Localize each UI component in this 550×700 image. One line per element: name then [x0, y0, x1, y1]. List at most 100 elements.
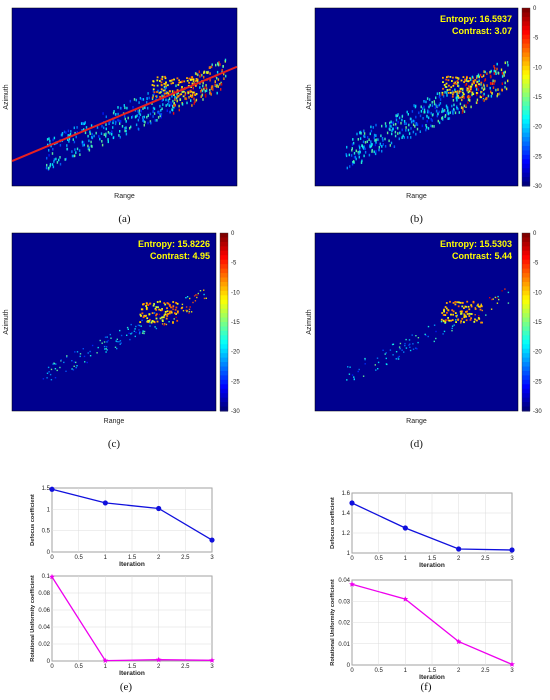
speckle-point [496, 67, 498, 71]
cluster-point [451, 95, 454, 98]
speckle-point [353, 161, 355, 164]
speckle-point [352, 141, 355, 145]
speckle-point [385, 352, 387, 354]
speckle-point [489, 70, 491, 74]
speckle-point [370, 125, 372, 129]
colorbar-step [522, 353, 530, 359]
y-tick-label: 1.2 [342, 531, 351, 537]
speckle-point [134, 115, 137, 119]
speckle-point [153, 107, 156, 111]
colorbar-step [522, 299, 530, 305]
data-point [456, 546, 462, 552]
data-point [349, 581, 355, 587]
speckle-point [168, 100, 170, 104]
colorbar-step [522, 286, 530, 292]
speckle-point [192, 301, 194, 304]
colorbar-step [522, 97, 530, 102]
speckle-point [375, 138, 377, 142]
speckle-point [64, 158, 66, 161]
speckle-point [142, 119, 144, 122]
speckle-point [444, 115, 446, 118]
colorbar-step [522, 168, 530, 174]
cluster-point [163, 89, 166, 92]
speckle-point [369, 132, 371, 136]
speckle-point [363, 132, 366, 135]
speckle-point [441, 110, 443, 114]
speckle-point [437, 119, 439, 123]
x-tick-label: 3 [210, 555, 214, 561]
x-tick-label: 0.5 [374, 556, 383, 562]
cluster-point [457, 81, 459, 84]
speckle-point [353, 376, 355, 378]
cluster-point [445, 82, 448, 85]
cluster-point [165, 85, 167, 87]
speckle-point [493, 72, 495, 75]
speckle-point [73, 361, 75, 363]
cluster-point [155, 306, 158, 308]
speckle-point [59, 144, 62, 147]
cluster-point [165, 317, 168, 320]
speckle-point [168, 104, 171, 107]
x-tick-label: 0.5 [374, 668, 383, 674]
cluster-point [447, 309, 450, 312]
x-axis-label: Iteration [119, 670, 145, 677]
cluster-point [452, 91, 455, 94]
cluster-point [449, 300, 451, 303]
cluster-point [457, 77, 460, 80]
speckle-point [144, 106, 146, 109]
speckle-point [453, 324, 455, 326]
heatmap-plot-area [11, 232, 217, 412]
cluster-point [452, 313, 454, 316]
cluster-point [140, 308, 143, 311]
speckle-point [381, 137, 384, 140]
speckle-point [87, 144, 89, 148]
colorbar-step [220, 339, 228, 345]
cluster-point [188, 81, 190, 84]
speckle-point [192, 86, 194, 90]
speckle-point [128, 332, 130, 334]
speckle-point [405, 129, 407, 132]
speckle-point [370, 144, 373, 148]
colorbar-step [522, 384, 530, 390]
speckle-point [398, 346, 401, 348]
speckle-point [422, 117, 424, 120]
cluster-point [450, 313, 452, 316]
speckle-point [137, 118, 140, 122]
speckle-point [48, 137, 50, 140]
speckle-point [179, 98, 181, 101]
speckle-point [59, 366, 61, 369]
colorbar-step [220, 330, 228, 336]
speckle-point [199, 75, 201, 78]
cluster-point [480, 305, 483, 308]
speckle-point [174, 96, 176, 99]
speckle-point [475, 101, 478, 104]
speckle-point [194, 72, 197, 75]
speckle-point [176, 92, 178, 96]
colorbar-step [220, 317, 228, 323]
cluster-point [160, 78, 163, 80]
cluster-point [151, 312, 154, 314]
cluster-point [191, 82, 194, 85]
colorbar-step [522, 281, 530, 287]
speckle-point [482, 74, 485, 78]
speckle-point [389, 128, 391, 131]
speckle-point [130, 333, 132, 335]
cluster-point [156, 91, 158, 93]
speckle-point [82, 122, 85, 126]
colorbar-step [522, 34, 530, 40]
speckle-point [476, 85, 478, 89]
line-chart-f1: 0 0.5 1 1.5 2 2.5 3 1 1.2 1.4 1.6 Iteration Defocus … [330, 491, 515, 569]
cluster-point [158, 92, 161, 94]
cluster-point [182, 95, 185, 98]
speckle-point [178, 94, 180, 98]
speckle-point [467, 101, 469, 104]
speckle-point [137, 110, 139, 113]
speckle-point [112, 136, 115, 140]
speckle-point [47, 143, 49, 147]
speckle-point [203, 75, 205, 79]
speckle-point [431, 104, 434, 107]
colorbar-step [522, 304, 530, 310]
colorbar-step [522, 397, 530, 403]
speckle-point [160, 115, 162, 119]
cluster-point [474, 318, 476, 321]
